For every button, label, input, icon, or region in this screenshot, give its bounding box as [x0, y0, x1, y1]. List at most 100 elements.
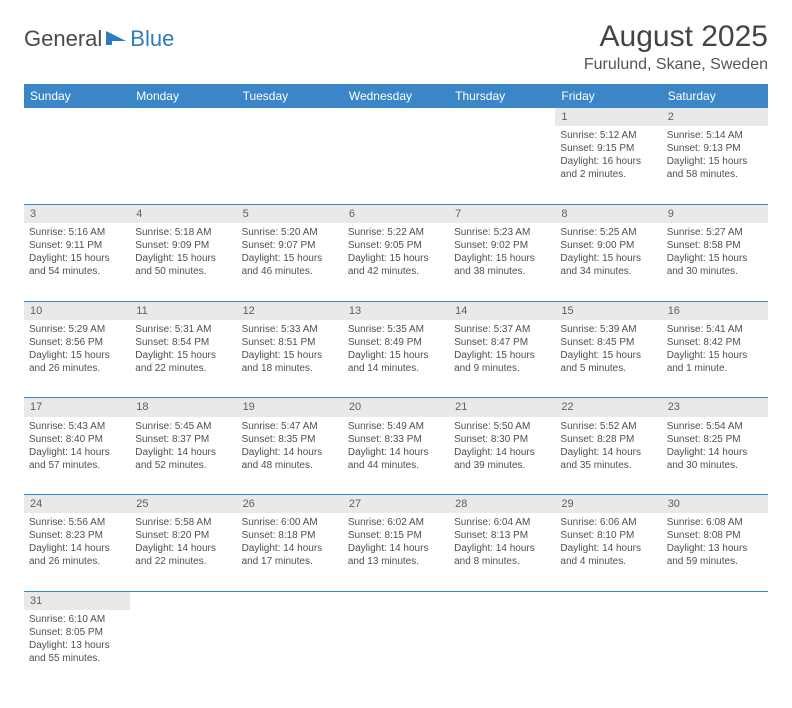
weekday-header: Saturday	[662, 84, 768, 108]
sunset-text: Sunset: 8:28 PM	[560, 433, 656, 446]
day-number-cell: 15	[555, 301, 661, 320]
daylight-text: Daylight: 14 hours	[29, 446, 125, 459]
daylight-text: Daylight: 15 hours	[667, 252, 763, 265]
sunset-text: Sunset: 8:58 PM	[667, 239, 763, 252]
day-number-cell: 18	[130, 398, 236, 417]
sunset-text: Sunset: 8:54 PM	[135, 336, 231, 349]
daylight-text: and 2 minutes.	[560, 168, 656, 181]
sunset-text: Sunset: 8:25 PM	[667, 433, 763, 446]
daylight-text: Daylight: 15 hours	[454, 349, 550, 362]
daynum-row: 24252627282930	[24, 495, 768, 514]
day-number-cell: 20	[343, 398, 449, 417]
daylight-text: Daylight: 15 hours	[348, 349, 444, 362]
sunrise-text: Sunrise: 5:50 AM	[454, 420, 550, 433]
daylight-text: and 34 minutes.	[560, 265, 656, 278]
day-number-cell	[449, 108, 555, 126]
weekday-header: Monday	[130, 84, 236, 108]
sunset-text: Sunset: 9:02 PM	[454, 239, 550, 252]
weekday-header: Friday	[555, 84, 661, 108]
sunrise-text: Sunrise: 5:56 AM	[29, 516, 125, 529]
detail-row: Sunrise: 5:12 AMSunset: 9:15 PMDaylight:…	[24, 126, 768, 204]
sunrise-text: Sunrise: 5:31 AM	[135, 323, 231, 336]
day-detail-cell	[237, 126, 343, 204]
daynum-row: 31	[24, 591, 768, 610]
sunset-text: Sunset: 8:08 PM	[667, 529, 763, 542]
sunset-text: Sunset: 8:47 PM	[454, 336, 550, 349]
sunrise-text: Sunrise: 6:02 AM	[348, 516, 444, 529]
daylight-text: and 39 minutes.	[454, 459, 550, 472]
daylight-text: Daylight: 15 hours	[242, 349, 338, 362]
day-detail-cell	[555, 610, 661, 688]
sunrise-text: Sunrise: 5:58 AM	[135, 516, 231, 529]
day-detail-cell: Sunrise: 5:45 AMSunset: 8:37 PMDaylight:…	[130, 417, 236, 495]
daylight-text: and 35 minutes.	[560, 459, 656, 472]
sunset-text: Sunset: 8:37 PM	[135, 433, 231, 446]
day-number-cell: 25	[130, 495, 236, 514]
day-detail-cell: Sunrise: 5:20 AMSunset: 9:07 PMDaylight:…	[237, 223, 343, 301]
sunrise-text: Sunrise: 5:52 AM	[560, 420, 656, 433]
daylight-text: and 13 minutes.	[348, 555, 444, 568]
day-number-cell: 16	[662, 301, 768, 320]
daylight-text: and 52 minutes.	[135, 459, 231, 472]
day-detail-cell: Sunrise: 6:04 AMSunset: 8:13 PMDaylight:…	[449, 513, 555, 591]
daylight-text: and 1 minute.	[667, 362, 763, 375]
daylight-text: Daylight: 15 hours	[29, 349, 125, 362]
day-number-cell: 28	[449, 495, 555, 514]
daynum-row: 10111213141516	[24, 301, 768, 320]
detail-row: Sunrise: 5:43 AMSunset: 8:40 PMDaylight:…	[24, 417, 768, 495]
day-number-cell	[130, 108, 236, 126]
daylight-text: and 58 minutes.	[667, 168, 763, 181]
daylight-text: Daylight: 15 hours	[135, 252, 231, 265]
sunrise-text: Sunrise: 5:33 AM	[242, 323, 338, 336]
day-detail-cell: Sunrise: 5:35 AMSunset: 8:49 PMDaylight:…	[343, 320, 449, 398]
daylight-text: and 4 minutes.	[560, 555, 656, 568]
day-detail-cell: Sunrise: 5:47 AMSunset: 8:35 PMDaylight:…	[237, 417, 343, 495]
day-detail-cell: Sunrise: 5:31 AMSunset: 8:54 PMDaylight:…	[130, 320, 236, 398]
day-number-cell: 1	[555, 108, 661, 126]
daynum-row: 17181920212223	[24, 398, 768, 417]
day-number-cell: 17	[24, 398, 130, 417]
daylight-text: Daylight: 14 hours	[454, 446, 550, 459]
sunset-text: Sunset: 8:33 PM	[348, 433, 444, 446]
sunrise-text: Sunrise: 5:12 AM	[560, 129, 656, 142]
sunset-text: Sunset: 8:40 PM	[29, 433, 125, 446]
day-detail-cell: Sunrise: 5:16 AMSunset: 9:11 PMDaylight:…	[24, 223, 130, 301]
day-detail-cell: Sunrise: 5:14 AMSunset: 9:13 PMDaylight:…	[662, 126, 768, 204]
sunrise-text: Sunrise: 5:18 AM	[135, 226, 231, 239]
sunset-text: Sunset: 8:30 PM	[454, 433, 550, 446]
daylight-text: Daylight: 14 hours	[560, 542, 656, 555]
month-title: August 2025	[584, 20, 768, 54]
daylight-text: and 26 minutes.	[29, 555, 125, 568]
day-detail-cell	[449, 126, 555, 204]
daylight-text: and 55 minutes.	[29, 652, 125, 665]
weekday-header: Thursday	[449, 84, 555, 108]
day-number-cell: 23	[662, 398, 768, 417]
daylight-text: Daylight: 14 hours	[667, 446, 763, 459]
day-number-cell: 11	[130, 301, 236, 320]
day-number-cell: 8	[555, 204, 661, 223]
sunrise-text: Sunrise: 5:29 AM	[29, 323, 125, 336]
day-number-cell	[343, 108, 449, 126]
daylight-text: and 5 minutes.	[560, 362, 656, 375]
day-detail-cell: Sunrise: 5:29 AMSunset: 8:56 PMDaylight:…	[24, 320, 130, 398]
day-number-cell: 7	[449, 204, 555, 223]
daylight-text: and 54 minutes.	[29, 265, 125, 278]
sunrise-text: Sunrise: 6:10 AM	[29, 613, 125, 626]
daylight-text: and 57 minutes.	[29, 459, 125, 472]
day-number-cell: 13	[343, 301, 449, 320]
sunrise-text: Sunrise: 5:16 AM	[29, 226, 125, 239]
sunrise-text: Sunrise: 5:14 AM	[667, 129, 763, 142]
title-block: August 2025 Furulund, Skane, Sweden	[584, 20, 768, 74]
day-detail-cell: Sunrise: 5:49 AMSunset: 8:33 PMDaylight:…	[343, 417, 449, 495]
day-number-cell: 29	[555, 495, 661, 514]
sunrise-text: Sunrise: 5:41 AM	[667, 323, 763, 336]
sunrise-text: Sunrise: 5:54 AM	[667, 420, 763, 433]
daylight-text: and 59 minutes.	[667, 555, 763, 568]
daylight-text: and 17 minutes.	[242, 555, 338, 568]
day-number-cell	[130, 591, 236, 610]
sunset-text: Sunset: 8:42 PM	[667, 336, 763, 349]
daylight-text: Daylight: 15 hours	[135, 349, 231, 362]
sunset-text: Sunset: 8:56 PM	[29, 336, 125, 349]
sunset-text: Sunset: 9:09 PM	[135, 239, 231, 252]
weekday-header: Wednesday	[343, 84, 449, 108]
